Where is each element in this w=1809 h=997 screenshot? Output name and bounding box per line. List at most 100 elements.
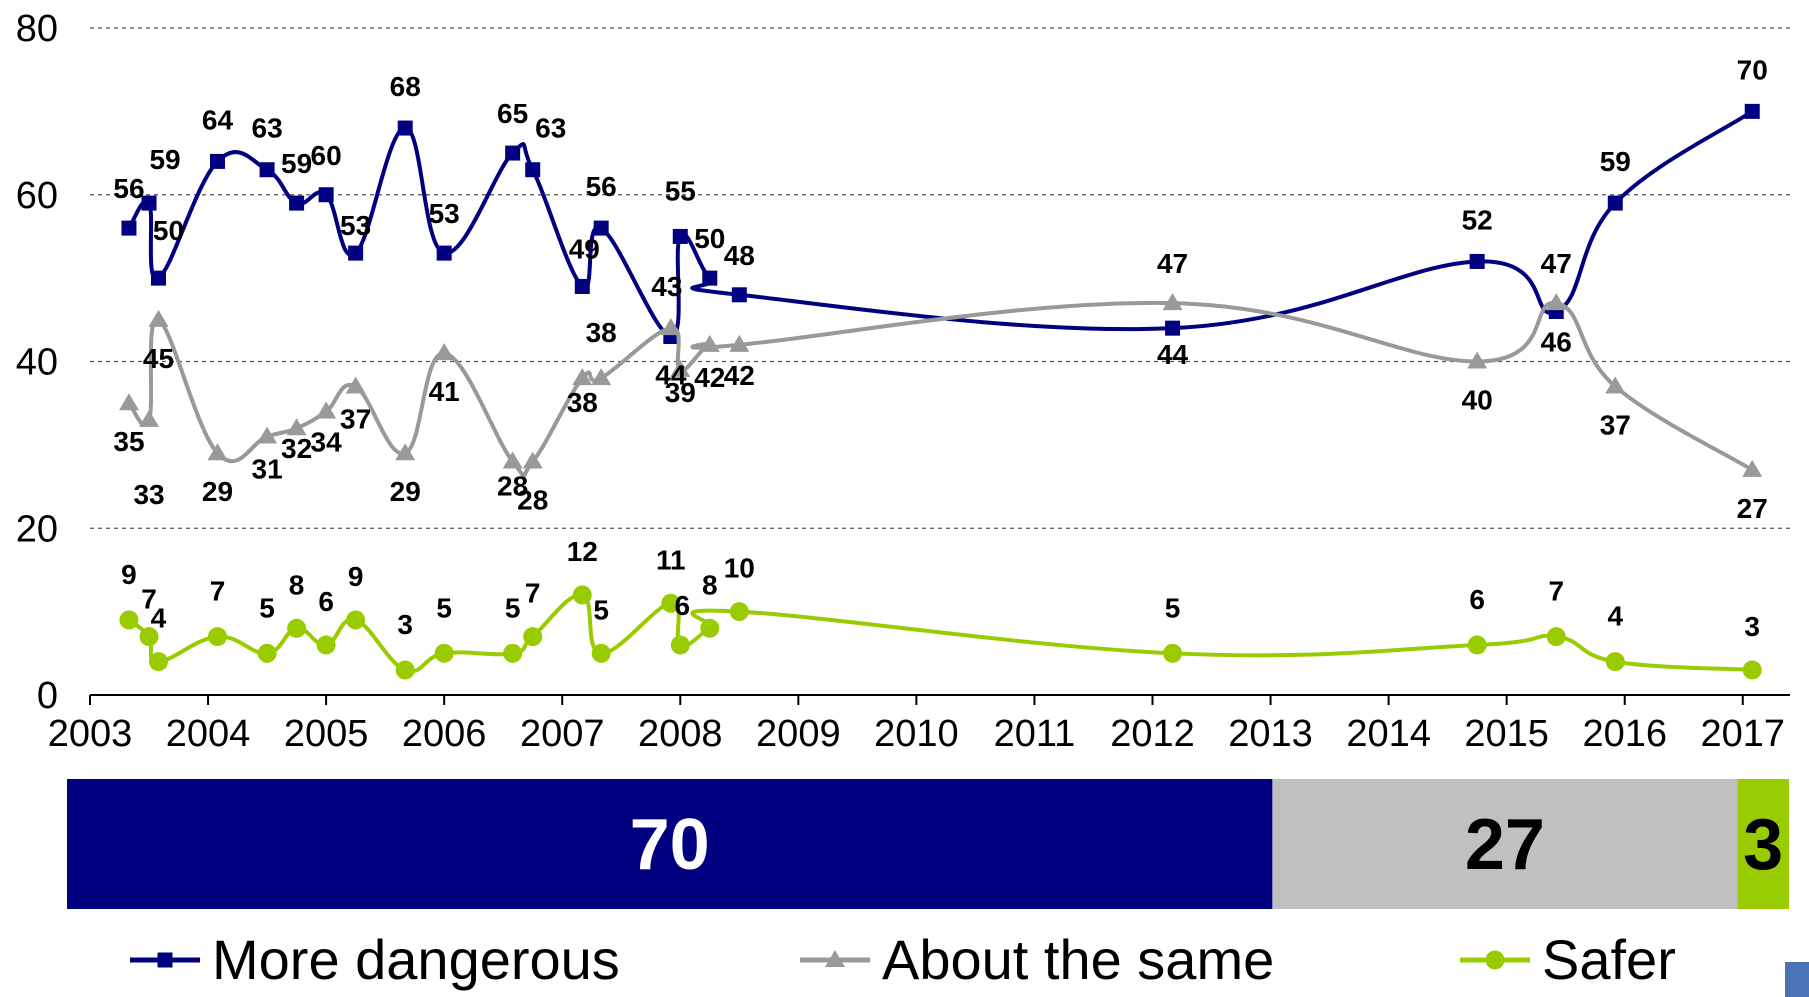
data-point	[318, 187, 334, 203]
data-point	[1742, 660, 1762, 680]
data-label: 3	[1744, 611, 1760, 642]
data-label: 37	[1600, 410, 1631, 441]
data-point	[207, 443, 228, 461]
x-tick-label: 2009	[756, 713, 841, 755]
data-point	[1546, 293, 1567, 311]
data-label: 47	[1541, 248, 1572, 279]
y-tick-label: 40	[16, 342, 58, 384]
data-point	[700, 618, 720, 638]
legend-label: More dangerous	[212, 928, 620, 991]
data-label: 6	[1469, 584, 1485, 615]
data-label: 49	[569, 233, 600, 264]
summary-segment	[67, 779, 1273, 909]
data-label: 33	[133, 479, 164, 510]
data-label: 32	[281, 433, 312, 464]
data-label: 8	[289, 569, 305, 600]
data-label: 38	[586, 317, 617, 348]
data-point	[345, 376, 366, 394]
legend: More dangerous About the same Safer	[130, 928, 1676, 991]
x-tick-label: 2006	[402, 713, 487, 755]
data-point	[436, 245, 452, 261]
data-point	[1467, 351, 1488, 369]
data-label: 53	[429, 198, 460, 229]
data-label: 50	[153, 215, 184, 246]
data-point	[1165, 320, 1181, 336]
data-label: 12	[567, 536, 598, 567]
data-point	[670, 359, 691, 377]
data-label: 4	[151, 603, 167, 634]
data-label: 39	[665, 377, 696, 408]
data-point	[1605, 376, 1626, 394]
data-label: 37	[340, 404, 371, 435]
data-point	[522, 451, 543, 469]
data-point	[395, 660, 415, 680]
x-tick-label: 2014	[1346, 713, 1431, 755]
y-tick-label: 0	[37, 675, 58, 717]
data-point	[1607, 195, 1623, 211]
summary-segment-label: 27	[1465, 805, 1545, 885]
data-label: 68	[390, 71, 421, 102]
summary-segment	[1272, 779, 1738, 909]
data-point	[1469, 253, 1485, 269]
data-point	[346, 610, 366, 630]
data-point	[661, 593, 681, 613]
data-label: 38	[567, 387, 598, 418]
y-axis-ticks: 0 20 40 60 80	[16, 8, 58, 717]
data-label: 7	[1548, 576, 1564, 607]
data-point	[505, 145, 521, 161]
data-point	[348, 245, 364, 261]
data-point	[1467, 635, 1487, 655]
data-label: 5	[505, 592, 521, 623]
data-point	[591, 643, 611, 663]
data-label: 42	[694, 362, 725, 393]
data-label: 56	[586, 171, 617, 202]
data-point	[660, 318, 681, 336]
data-label: 7	[210, 576, 226, 607]
data-label: 11	[656, 544, 686, 575]
data-label: 4	[1607, 601, 1623, 632]
series-line-square	[127, 109, 1754, 339]
data-point	[257, 426, 278, 444]
data-label: 52	[1462, 204, 1493, 235]
data-label: 7	[525, 578, 541, 609]
data-point	[259, 162, 275, 178]
data-point	[672, 228, 688, 244]
data-label: 41	[429, 376, 460, 407]
data-label: 48	[724, 240, 755, 271]
data-point	[670, 635, 690, 655]
summary-segment	[1737, 779, 1789, 909]
data-point	[397, 120, 413, 136]
data-point	[287, 618, 307, 638]
data-label: 59	[281, 148, 312, 179]
data-label: 10	[724, 553, 755, 584]
data-label: 28	[497, 471, 528, 502]
data-point	[257, 643, 277, 663]
data-label: 34	[311, 427, 343, 458]
data-point	[572, 585, 592, 605]
data-point	[121, 220, 137, 236]
data-label: 53	[340, 210, 371, 241]
data-label: 40	[1462, 385, 1493, 416]
data-label: 44	[655, 359, 687, 390]
x-tick-label: 2008	[638, 713, 723, 755]
gridlines	[90, 27, 1790, 529]
y-tick-label: 60	[16, 175, 58, 217]
data-point	[139, 627, 159, 647]
data-point	[574, 278, 590, 294]
data-point	[139, 409, 160, 427]
summary-segment-label: 3	[1743, 805, 1783, 885]
data-point	[699, 334, 720, 352]
data-point	[286, 418, 307, 436]
data-point	[148, 652, 168, 672]
data-label: 59	[1600, 146, 1631, 177]
data-label: 56	[113, 173, 144, 204]
legend-marker-square	[157, 952, 173, 968]
data-label: 9	[348, 561, 364, 592]
data-point	[118, 393, 139, 411]
data-label: 44	[1157, 339, 1189, 370]
data-label: 50	[694, 223, 725, 254]
data-point	[141, 195, 157, 211]
data-label: 35	[113, 426, 144, 457]
data-label: 59	[149, 144, 180, 175]
